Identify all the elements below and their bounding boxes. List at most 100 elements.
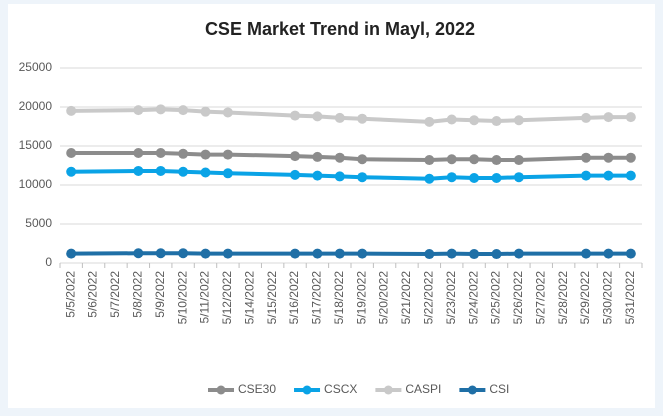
y-tick-label: 0 <box>45 255 52 269</box>
data-point <box>334 152 345 163</box>
x-tick-label: 5/8/2022 <box>131 271 145 318</box>
data-point <box>491 249 502 260</box>
data-point <box>424 116 435 127</box>
x-tick-label: 5/21/2022 <box>399 271 413 325</box>
data-point <box>178 166 189 177</box>
data-point <box>200 149 211 160</box>
data-point <box>625 248 636 259</box>
y-tick-label: 5000 <box>25 216 52 230</box>
data-point <box>66 248 77 259</box>
x-tick-label: 5/5/2022 <box>63 271 77 318</box>
data-point <box>603 152 614 163</box>
data-point <box>133 148 144 159</box>
data-point <box>290 151 301 162</box>
data-point <box>133 248 144 259</box>
legend-label: CSE30 <box>238 382 276 396</box>
x-tick-label: 5/28/2022 <box>556 271 570 325</box>
data-point <box>66 148 77 159</box>
data-point <box>603 248 614 259</box>
x-tick-label: 5/26/2022 <box>511 271 525 325</box>
x-tick-label: 5/10/2022 <box>175 271 189 325</box>
data-point <box>222 149 233 160</box>
legend-label: CASPI <box>405 382 441 396</box>
legend-marker <box>302 385 312 395</box>
data-point <box>491 172 502 183</box>
data-point <box>625 170 636 181</box>
data-point <box>513 115 524 126</box>
data-point <box>66 105 77 116</box>
y-tick-label: 15000 <box>19 138 53 152</box>
x-tick-label: 5/20/2022 <box>377 271 391 325</box>
data-point <box>200 106 211 117</box>
data-point <box>625 112 636 123</box>
data-point <box>603 170 614 181</box>
data-point <box>446 154 457 165</box>
data-point <box>312 151 323 162</box>
data-point <box>200 167 211 178</box>
data-point <box>357 113 368 124</box>
data-point <box>334 248 345 259</box>
data-point <box>178 105 189 116</box>
y-tick-label: 25000 <box>19 60 53 74</box>
legend-label: CSI <box>489 382 509 396</box>
data-point <box>581 112 592 123</box>
data-point <box>469 249 480 260</box>
x-tick-label: 5/29/2022 <box>578 271 592 325</box>
x-tick-label: 5/16/2022 <box>287 271 301 325</box>
data-point <box>155 165 166 176</box>
x-tick-label: 5/12/2022 <box>220 271 234 325</box>
x-tick-label: 5/24/2022 <box>466 271 480 325</box>
x-tick-label: 5/22/2022 <box>422 271 436 325</box>
data-point <box>469 115 480 126</box>
data-point <box>222 168 233 179</box>
y-tick-label: 20000 <box>19 99 53 113</box>
data-point <box>491 155 502 166</box>
data-point <box>446 172 457 183</box>
x-tick-label: 5/9/2022 <box>153 271 167 318</box>
x-tick-label: 5/19/2022 <box>354 271 368 325</box>
data-point <box>66 166 77 177</box>
data-point <box>603 112 614 123</box>
series-line <box>71 251 631 257</box>
data-point <box>290 110 301 121</box>
data-point <box>155 148 166 159</box>
chart-area <box>8 4 655 408</box>
data-point <box>155 248 166 259</box>
data-point <box>424 249 435 260</box>
x-tick-label: 5/31/2022 <box>623 271 637 325</box>
data-point <box>625 152 636 163</box>
data-point <box>469 154 480 165</box>
data-point <box>513 155 524 166</box>
x-tick-label: 5/30/2022 <box>601 271 615 325</box>
data-point <box>133 105 144 116</box>
data-point <box>513 172 524 183</box>
data-point <box>357 172 368 183</box>
data-point <box>357 248 368 259</box>
x-tick-label: 5/27/2022 <box>533 271 547 325</box>
data-point <box>581 248 592 259</box>
y-tick-label: 10000 <box>19 177 53 191</box>
data-point <box>312 111 323 122</box>
data-point <box>424 173 435 184</box>
legend-marker <box>467 385 477 395</box>
data-point <box>178 248 189 259</box>
data-point <box>581 152 592 163</box>
data-point <box>446 248 457 259</box>
data-point <box>178 148 189 159</box>
legend-marker <box>216 385 226 395</box>
x-tick-label: 5/11/2022 <box>198 271 212 324</box>
data-point <box>290 169 301 180</box>
data-point <box>290 248 301 259</box>
x-tick-label: 5/15/2022 <box>265 271 279 325</box>
data-point <box>424 155 435 166</box>
legend-marker <box>383 385 393 395</box>
x-tick-label: 5/14/2022 <box>242 271 256 325</box>
data-point <box>155 104 166 115</box>
data-point <box>222 248 233 259</box>
data-point <box>334 112 345 123</box>
data-point <box>334 171 345 182</box>
x-tick-label: 5/17/2022 <box>310 271 324 325</box>
data-point <box>357 154 368 165</box>
x-tick-label: 5/23/2022 <box>444 271 458 325</box>
